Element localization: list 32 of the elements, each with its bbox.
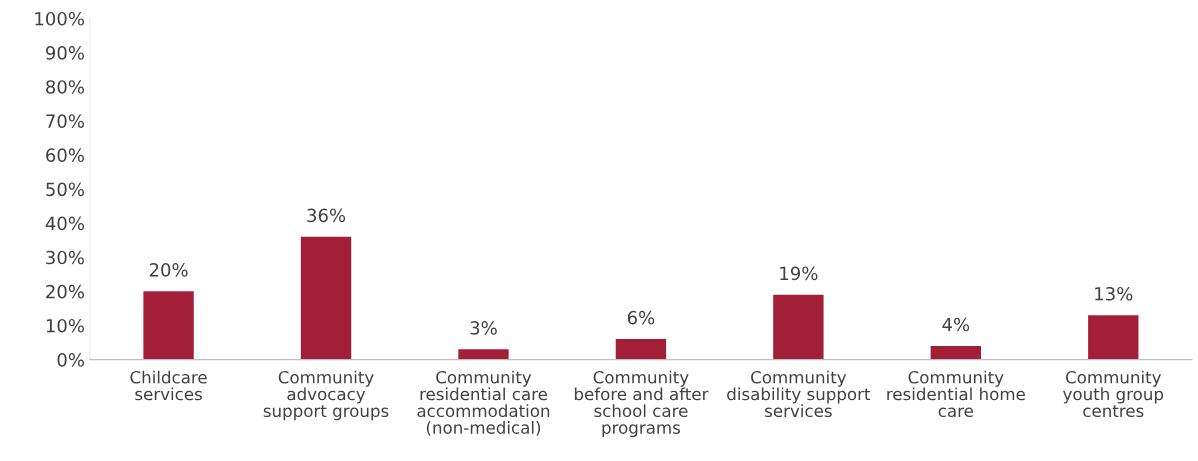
- data-label: 36%: [307, 208, 346, 223]
- x-tick-label: Community disability support services: [727, 370, 871, 418]
- bar: [300, 236, 352, 360]
- data-label: 6%: [627, 310, 655, 325]
- y-tick-label: 0%: [57, 353, 84, 367]
- x-tick-label: Community youth group centres: [1063, 370, 1164, 418]
- y-tick-label: 70%: [46, 114, 84, 128]
- data-label: 4%: [942, 317, 970, 332]
- x-tick-label: Childcare services: [130, 370, 207, 401]
- data-label: 13%: [1095, 286, 1133, 301]
- bar: [143, 291, 194, 360]
- data-label: 19%: [780, 266, 818, 281]
- y-tick-label: 60%: [46, 148, 84, 163]
- x-tick-label: Community before and after school care programs: [574, 370, 709, 438]
- y-tick-label: 30%: [46, 250, 84, 265]
- y-tick-label: 10%: [46, 318, 84, 333]
- y-tick-label: 80%: [46, 80, 84, 94]
- data-label: 20%: [149, 263, 188, 277]
- x-tick-label: Community advocacy support groups: [263, 370, 389, 421]
- bar: [615, 339, 667, 360]
- y-tick-label: 100%: [35, 11, 84, 26]
- y-tick-label: 50%: [46, 182, 84, 197]
- bar: [1088, 315, 1139, 360]
- bar: [773, 294, 824, 360]
- bar: [458, 349, 509, 360]
- y-tick-label: 40%: [45, 216, 84, 231]
- y-tick-label: 90%: [45, 46, 84, 60]
- x-tick-label: Community residential care accommodation (non-medical): [417, 370, 550, 436]
- y-tick-label: 20%: [46, 284, 84, 299]
- bar: [930, 345, 982, 360]
- x-tick-label: Community residential home care: [887, 370, 1025, 418]
- data-label: 3%: [470, 321, 497, 335]
